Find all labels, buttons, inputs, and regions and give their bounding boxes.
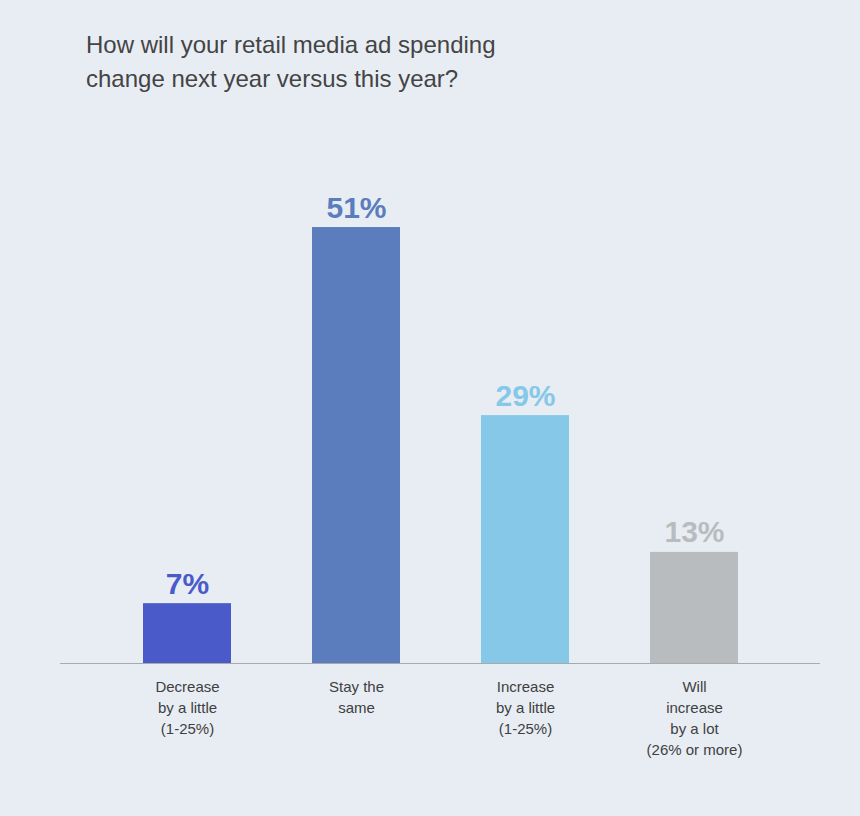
svg-text:Willincreaseby a lot(26% or mo: Willincreaseby a lot(26% or more) <box>647 679 743 759</box>
svg-text:51%: 51% <box>326 191 386 224</box>
svg-text:Decreaseby a little(1-25%): Decreaseby a little(1-25%) <box>155 679 219 738</box>
svg-text:Increaseby a little(1-25%): Increaseby a little(1-25%) <box>496 679 555 738</box>
svg-text:7%: 7% <box>166 567 209 600</box>
svg-text:29%: 29% <box>495 379 555 412</box>
html-text:How will your retail media ad: How will your retail media ad spending c… <box>86 31 496 92</box>
svg-text:13%: 13% <box>664 516 724 549</box>
svg-text:Stay thesame: Stay thesame <box>329 679 384 717</box>
